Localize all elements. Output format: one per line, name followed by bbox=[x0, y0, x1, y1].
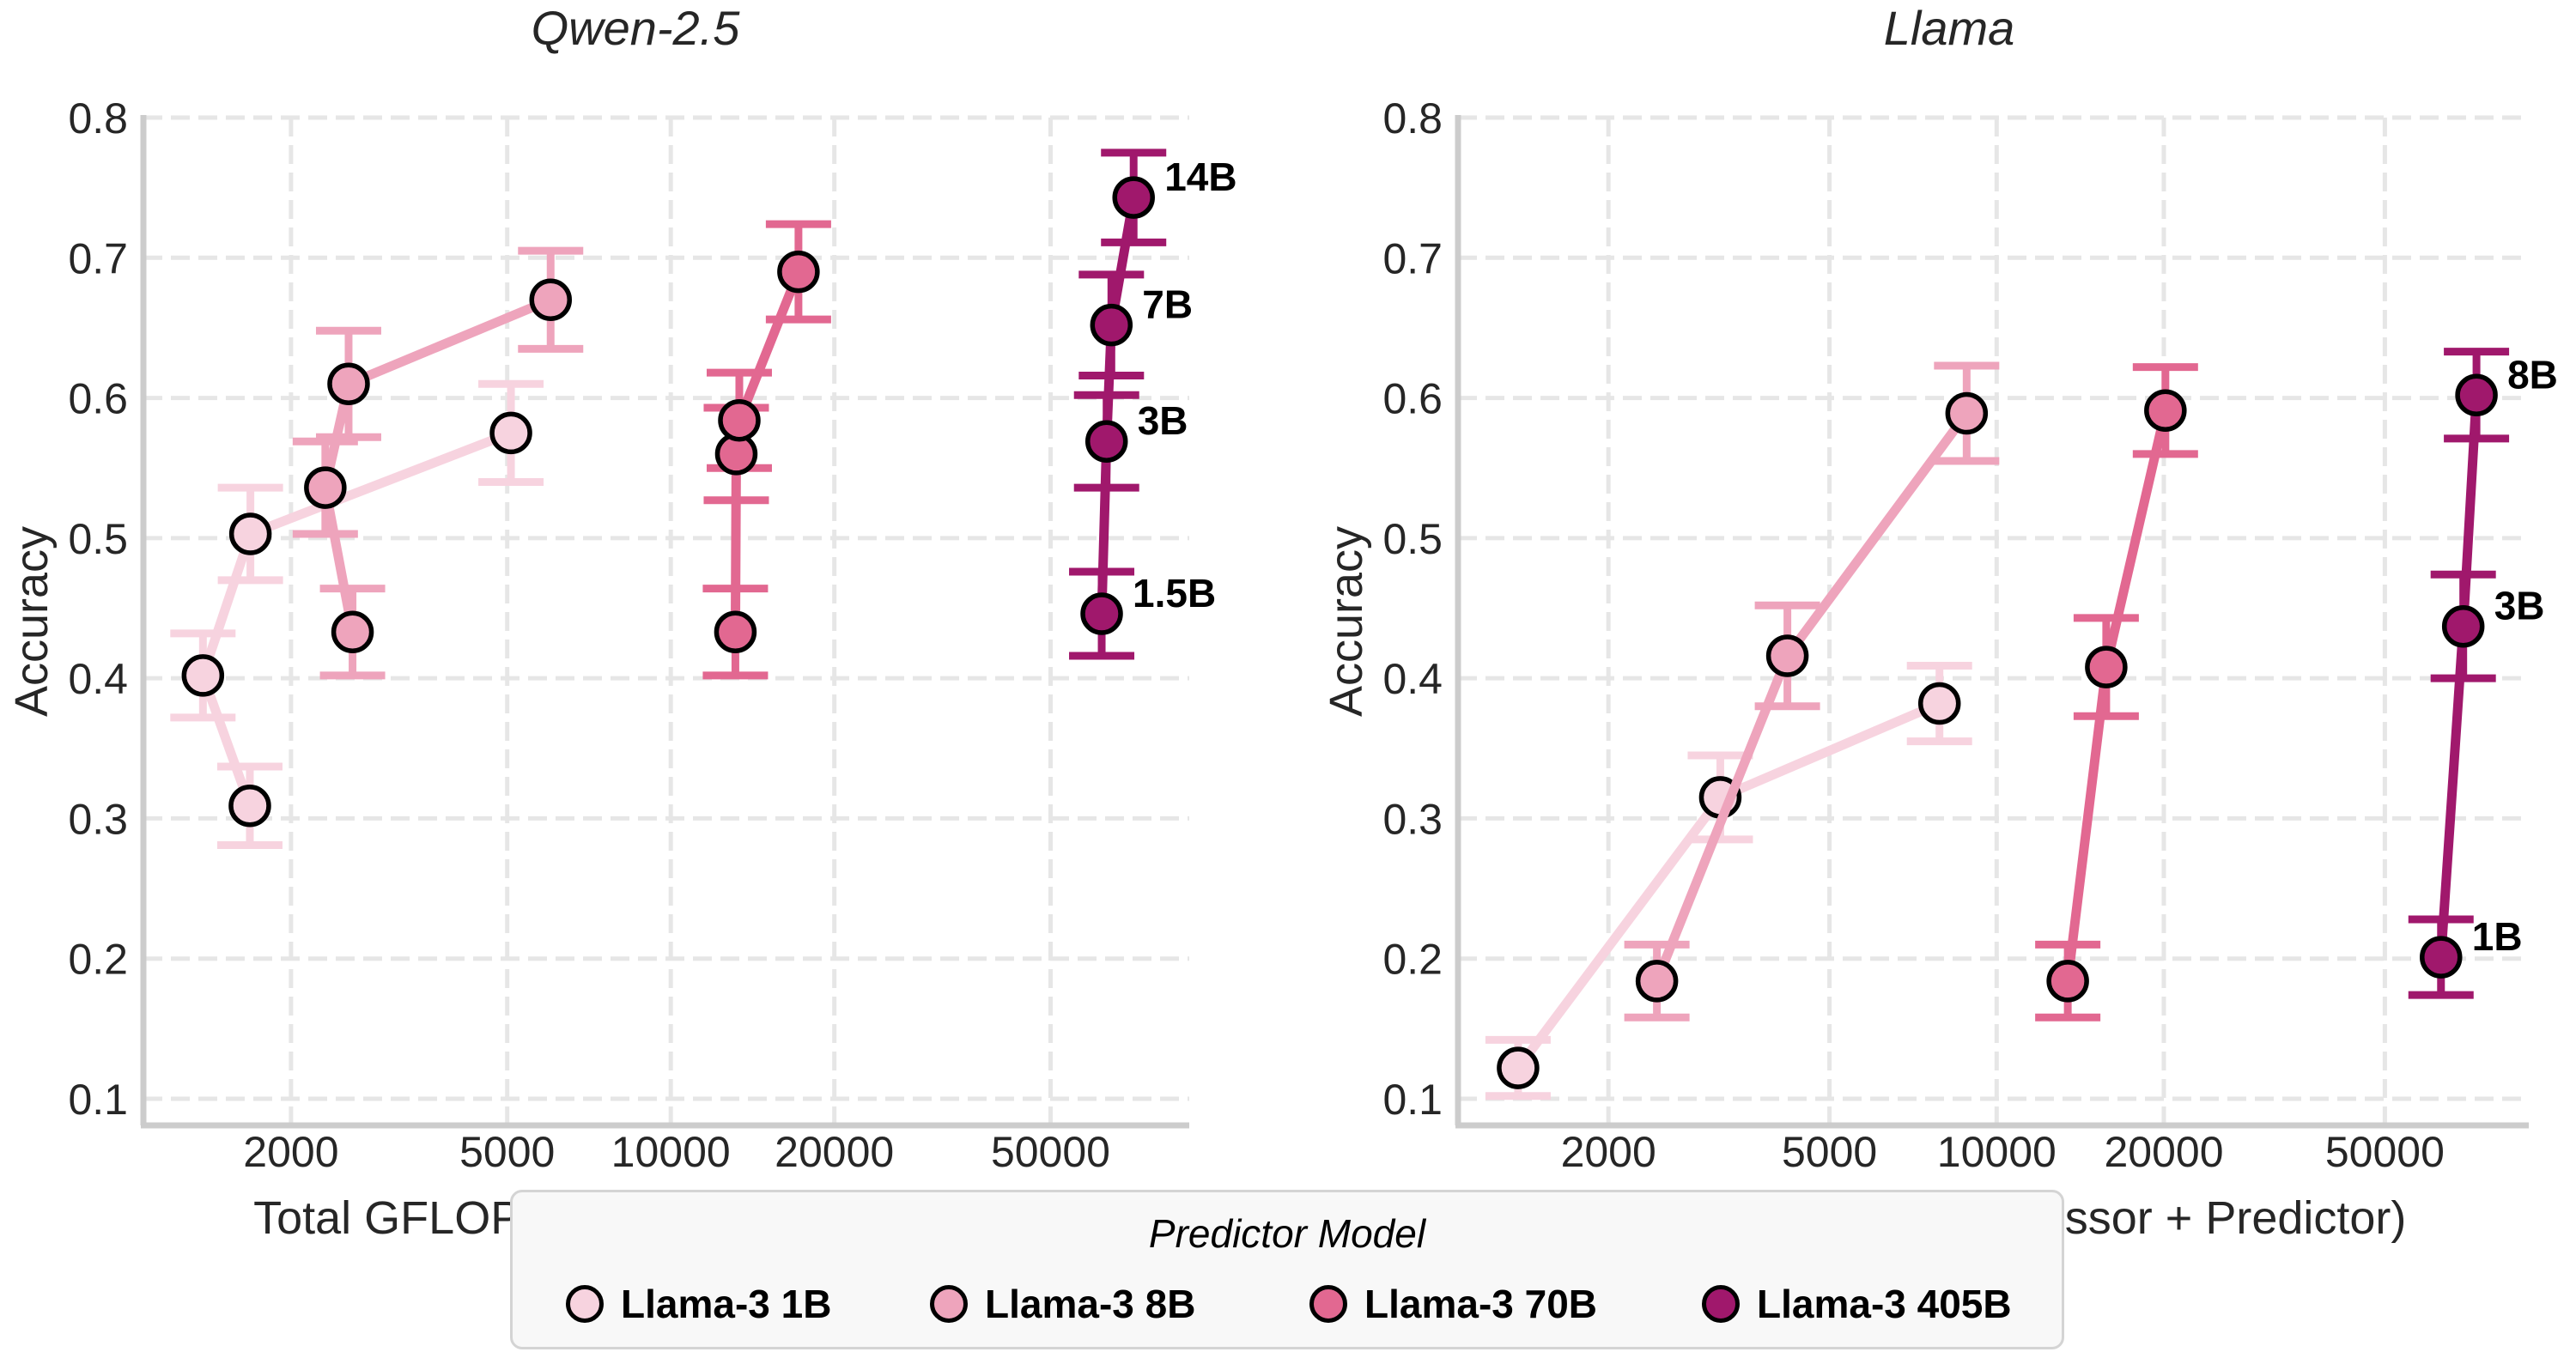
x-tick-label: 2000 bbox=[243, 1128, 338, 1176]
data-point bbox=[1945, 391, 1989, 435]
data-point bbox=[1112, 176, 1155, 219]
legend-marker-circle-icon bbox=[566, 1285, 604, 1323]
x-tick-label: 50000 bbox=[991, 1128, 1110, 1176]
series-llama-3-405b: 1.5B 3B 7B 14B bbox=[1069, 149, 1237, 660]
series-llama-3-1b bbox=[170, 379, 544, 849]
legend-marker-circle-icon bbox=[1702, 1285, 1740, 1323]
y-tick-label: 0.3 bbox=[1382, 795, 1443, 843]
legend-title-row: Predictor Model bbox=[513, 1211, 2062, 1259]
data-point bbox=[529, 278, 573, 322]
data-point bbox=[228, 512, 272, 555]
data-point bbox=[718, 398, 761, 442]
legend-item-llama3-1b: Llama-3 1B bbox=[566, 1278, 831, 1330]
data-point bbox=[331, 610, 374, 654]
data-point bbox=[489, 411, 532, 455]
legend-item-llama3-8b: Llama-3 8B bbox=[930, 1278, 1195, 1330]
data-point bbox=[1917, 682, 1961, 725]
data-point bbox=[714, 610, 757, 654]
y-axis-label: Accuracy bbox=[6, 526, 58, 717]
series-llama-3-70b bbox=[702, 220, 831, 680]
y-tick-label: 0.8 bbox=[1382, 94, 1443, 142]
legend-item-llama3-70b: Llama-3 70B bbox=[1309, 1278, 1597, 1330]
y-tick-label: 0.4 bbox=[1382, 655, 1443, 703]
x-tick-label: 5000 bbox=[459, 1128, 555, 1176]
data-point bbox=[777, 250, 820, 294]
point-label: 3B bbox=[2494, 584, 2545, 628]
y-tick-label: 0.2 bbox=[1382, 936, 1443, 984]
point-label: 3B bbox=[1138, 398, 1188, 443]
y-tick-label: 0.8 bbox=[68, 94, 128, 142]
y-tick-label: 0.2 bbox=[68, 936, 128, 984]
y-tick-label: 0.5 bbox=[1382, 515, 1443, 563]
panel-qwen-2-5: 0.1 0.2 0.3 0.4 0.5 0.6 0.7 0.8 2000 5000 10000 200… bbox=[6, 1, 1237, 1244]
x-tick-label: 10000 bbox=[1937, 1128, 2057, 1176]
x-tick-label: 50000 bbox=[2325, 1128, 2445, 1176]
series-line bbox=[2063, 409, 2171, 982]
data-point bbox=[2455, 373, 2498, 417]
y-tick-label: 0.3 bbox=[68, 795, 128, 843]
series-line bbox=[197, 428, 513, 808]
point-label: 1B bbox=[2472, 914, 2523, 959]
series-llama-3-405b: 1B 3B 8B bbox=[2408, 348, 2558, 999]
x-tick-label: 10000 bbox=[611, 1128, 731, 1176]
x-tick-label: 2000 bbox=[1561, 1128, 1656, 1176]
panel-title: Qwen-2.5 bbox=[532, 1, 741, 55]
data-point bbox=[2144, 389, 2187, 433]
data-point bbox=[181, 654, 225, 697]
data-point bbox=[2441, 604, 2485, 648]
legend-title: Predictor Model bbox=[1148, 1211, 1426, 1256]
series-llama-3-70b bbox=[2035, 363, 2198, 1022]
legend-label: Llama-3 1B bbox=[621, 1282, 832, 1326]
legend-marker-circle-icon bbox=[1309, 1285, 1347, 1323]
legend-marker-circle-icon bbox=[930, 1285, 968, 1323]
legend: Predictor Model Llama-3 1B Llama-3 8B Ll… bbox=[510, 1190, 2064, 1349]
data-point bbox=[2046, 960, 2089, 1003]
data-point bbox=[1635, 960, 1679, 1003]
x-tick-label: 20000 bbox=[2104, 1128, 2223, 1176]
data-point bbox=[1497, 1046, 1540, 1089]
series-llama-3-8b bbox=[1624, 361, 2000, 1022]
legend-label: Llama-3 8B bbox=[985, 1282, 1196, 1326]
series-llama-3-1b bbox=[1485, 661, 1972, 1100]
point-label: 14B bbox=[1164, 155, 1236, 199]
y-tick-label: 0.5 bbox=[68, 515, 128, 563]
data-point bbox=[1090, 303, 1133, 347]
legend-label: Llama-3 70B bbox=[1364, 1282, 1598, 1326]
y-tick-label: 0.6 bbox=[68, 375, 128, 423]
data-point bbox=[304, 466, 347, 509]
x-tick-label: 5000 bbox=[1782, 1128, 1877, 1176]
panel-llama: 0.1 0.2 0.3 0.4 0.5 0.6 0.7 0.8 2000 5000 10000 200… bbox=[1321, 1, 2558, 1244]
y-tick-label: 0.4 bbox=[68, 655, 128, 703]
series-line bbox=[1097, 197, 1139, 615]
point-label: 7B bbox=[1142, 282, 1193, 327]
y-tick-label: 0.1 bbox=[68, 1076, 128, 1124]
data-point bbox=[1765, 634, 1809, 677]
y-tick-label: 0.1 bbox=[1382, 1076, 1443, 1124]
data-point bbox=[1084, 420, 1128, 463]
x-tick-label: 20000 bbox=[775, 1128, 894, 1176]
legend-item-llama3-405b: Llama-3 405B bbox=[1702, 1278, 2012, 1330]
point-label: 1.5B bbox=[1133, 571, 1216, 615]
data-point bbox=[228, 784, 271, 828]
y-tick-label: 0.7 bbox=[1382, 234, 1443, 282]
data-point bbox=[2085, 646, 2128, 688]
data-point bbox=[2420, 936, 2463, 979]
data-point bbox=[1080, 592, 1123, 635]
series-llama-3-8b bbox=[292, 246, 584, 680]
y-tick-label: 0.7 bbox=[68, 234, 128, 282]
panel-title: Llama bbox=[1884, 1, 2015, 55]
y-axis-label: Accuracy bbox=[1321, 526, 1372, 717]
point-label: 8B bbox=[2507, 352, 2558, 397]
legend-label: Llama-3 405B bbox=[1757, 1282, 2012, 1326]
y-tick-label: 0.6 bbox=[1382, 375, 1443, 423]
data-point bbox=[327, 362, 370, 405]
